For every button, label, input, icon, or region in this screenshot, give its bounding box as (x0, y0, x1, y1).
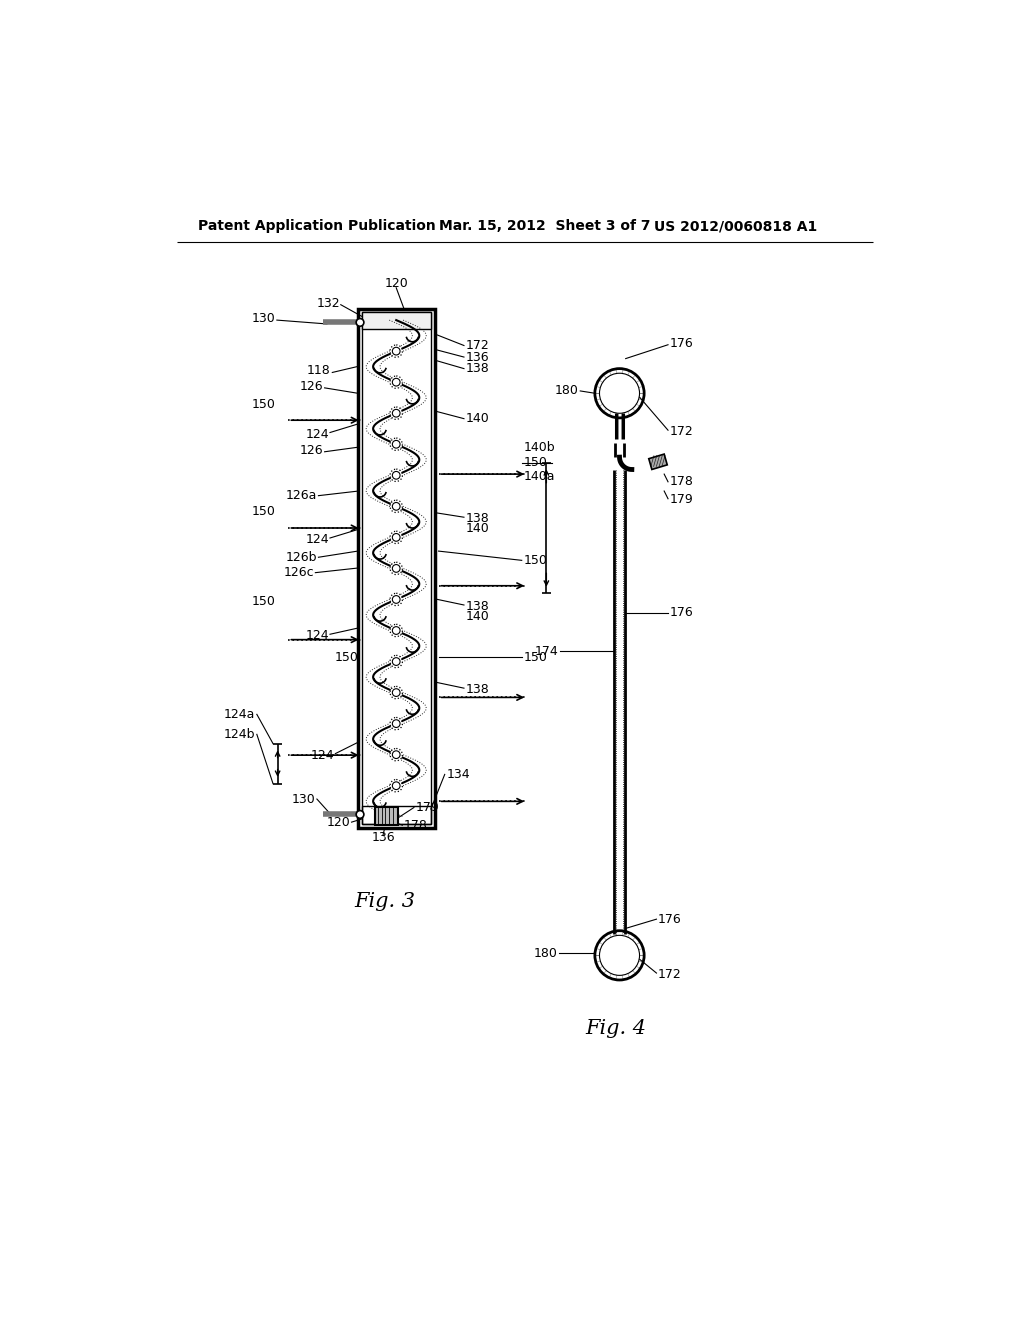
Circle shape (392, 503, 400, 511)
Text: 140: 140 (466, 523, 489, 536)
Circle shape (392, 689, 400, 697)
Text: 126c: 126c (284, 566, 313, 579)
Text: 134: 134 (446, 768, 470, 781)
Circle shape (390, 345, 402, 358)
Text: 172: 172 (466, 339, 489, 352)
Text: 130: 130 (292, 792, 315, 805)
Circle shape (392, 441, 400, 447)
Circle shape (392, 751, 400, 759)
Circle shape (390, 686, 402, 698)
Circle shape (392, 347, 400, 355)
Text: 176: 176 (670, 606, 693, 619)
Circle shape (390, 593, 402, 606)
Text: 124: 124 (305, 533, 330, 546)
Text: 138: 138 (466, 362, 489, 375)
Circle shape (390, 376, 402, 388)
Text: 130: 130 (252, 312, 275, 325)
Circle shape (390, 656, 402, 668)
Text: 172: 172 (670, 425, 693, 438)
Text: US 2012/0060818 A1: US 2012/0060818 A1 (654, 219, 817, 234)
Text: 136: 136 (466, 351, 489, 363)
Text: 180: 180 (535, 946, 558, 960)
Text: 150: 150 (523, 554, 547, 566)
Text: 132: 132 (316, 297, 340, 310)
Text: 140b: 140b (523, 441, 555, 454)
Text: 124: 124 (311, 748, 335, 762)
Text: 118: 118 (307, 364, 331, 378)
Text: 174: 174 (535, 644, 559, 657)
Text: Fig. 3: Fig. 3 (354, 892, 415, 911)
Circle shape (392, 533, 400, 541)
Text: 126: 126 (299, 380, 323, 393)
Circle shape (392, 565, 400, 573)
Circle shape (392, 409, 400, 417)
Text: 150: 150 (252, 594, 275, 607)
Bar (361, 313, 431, 330)
Circle shape (390, 407, 402, 420)
Text: 176: 176 (658, 912, 682, 925)
Text: 138: 138 (466, 684, 489, 696)
Text: 126b: 126b (286, 550, 316, 564)
Circle shape (599, 936, 640, 975)
Text: Mar. 15, 2012  Sheet 3 of 7: Mar. 15, 2012 Sheet 3 of 7 (438, 219, 650, 234)
Text: 178: 178 (403, 818, 428, 832)
Text: 124: 124 (305, 630, 330, 643)
Circle shape (390, 624, 402, 636)
Text: 179: 179 (670, 492, 693, 506)
Circle shape (390, 500, 402, 512)
Circle shape (392, 471, 400, 479)
Text: 138: 138 (466, 512, 489, 525)
Circle shape (390, 469, 402, 482)
Circle shape (390, 780, 402, 792)
Circle shape (392, 657, 400, 665)
Circle shape (392, 379, 400, 385)
Text: 120: 120 (384, 277, 409, 290)
Text: 120: 120 (327, 816, 350, 829)
Circle shape (599, 374, 640, 413)
Circle shape (392, 595, 400, 603)
Circle shape (390, 438, 402, 450)
Text: Patent Application Publication: Patent Application Publication (199, 219, 436, 234)
Text: 138: 138 (466, 601, 489, 612)
Bar (361, 807, 431, 825)
Circle shape (390, 748, 402, 760)
Bar (357, 309, 435, 829)
Polygon shape (649, 454, 668, 470)
Text: 140: 140 (466, 412, 489, 425)
Text: 178: 178 (670, 475, 693, 488)
Text: 126: 126 (299, 445, 323, 458)
Text: Fig. 4: Fig. 4 (585, 1019, 646, 1038)
Circle shape (390, 718, 402, 730)
Text: 150: 150 (523, 651, 547, 664)
Text: 176: 176 (670, 337, 693, 350)
Bar (375, 807, 397, 825)
Text: 124a: 124a (224, 708, 255, 721)
Bar (361, 313, 431, 825)
Text: 172: 172 (658, 968, 682, 981)
Circle shape (356, 318, 364, 326)
Circle shape (392, 719, 400, 727)
Text: 124: 124 (305, 428, 330, 441)
Text: 180: 180 (555, 384, 579, 397)
Text: 179: 179 (416, 801, 439, 814)
Text: 126a: 126a (286, 490, 316, 502)
Circle shape (392, 627, 400, 635)
Text: 150: 150 (334, 651, 358, 664)
Circle shape (390, 531, 402, 544)
Circle shape (390, 562, 402, 574)
Circle shape (392, 781, 400, 789)
Text: 150: 150 (252, 504, 275, 517)
Text: 124b: 124b (224, 727, 255, 741)
Text: 150: 150 (252, 399, 275, 412)
Text: 140a: 140a (523, 470, 555, 483)
Circle shape (356, 810, 364, 818)
Text: 136: 136 (372, 832, 395, 843)
Text: 140: 140 (466, 610, 489, 623)
Text: 150: 150 (523, 455, 547, 469)
